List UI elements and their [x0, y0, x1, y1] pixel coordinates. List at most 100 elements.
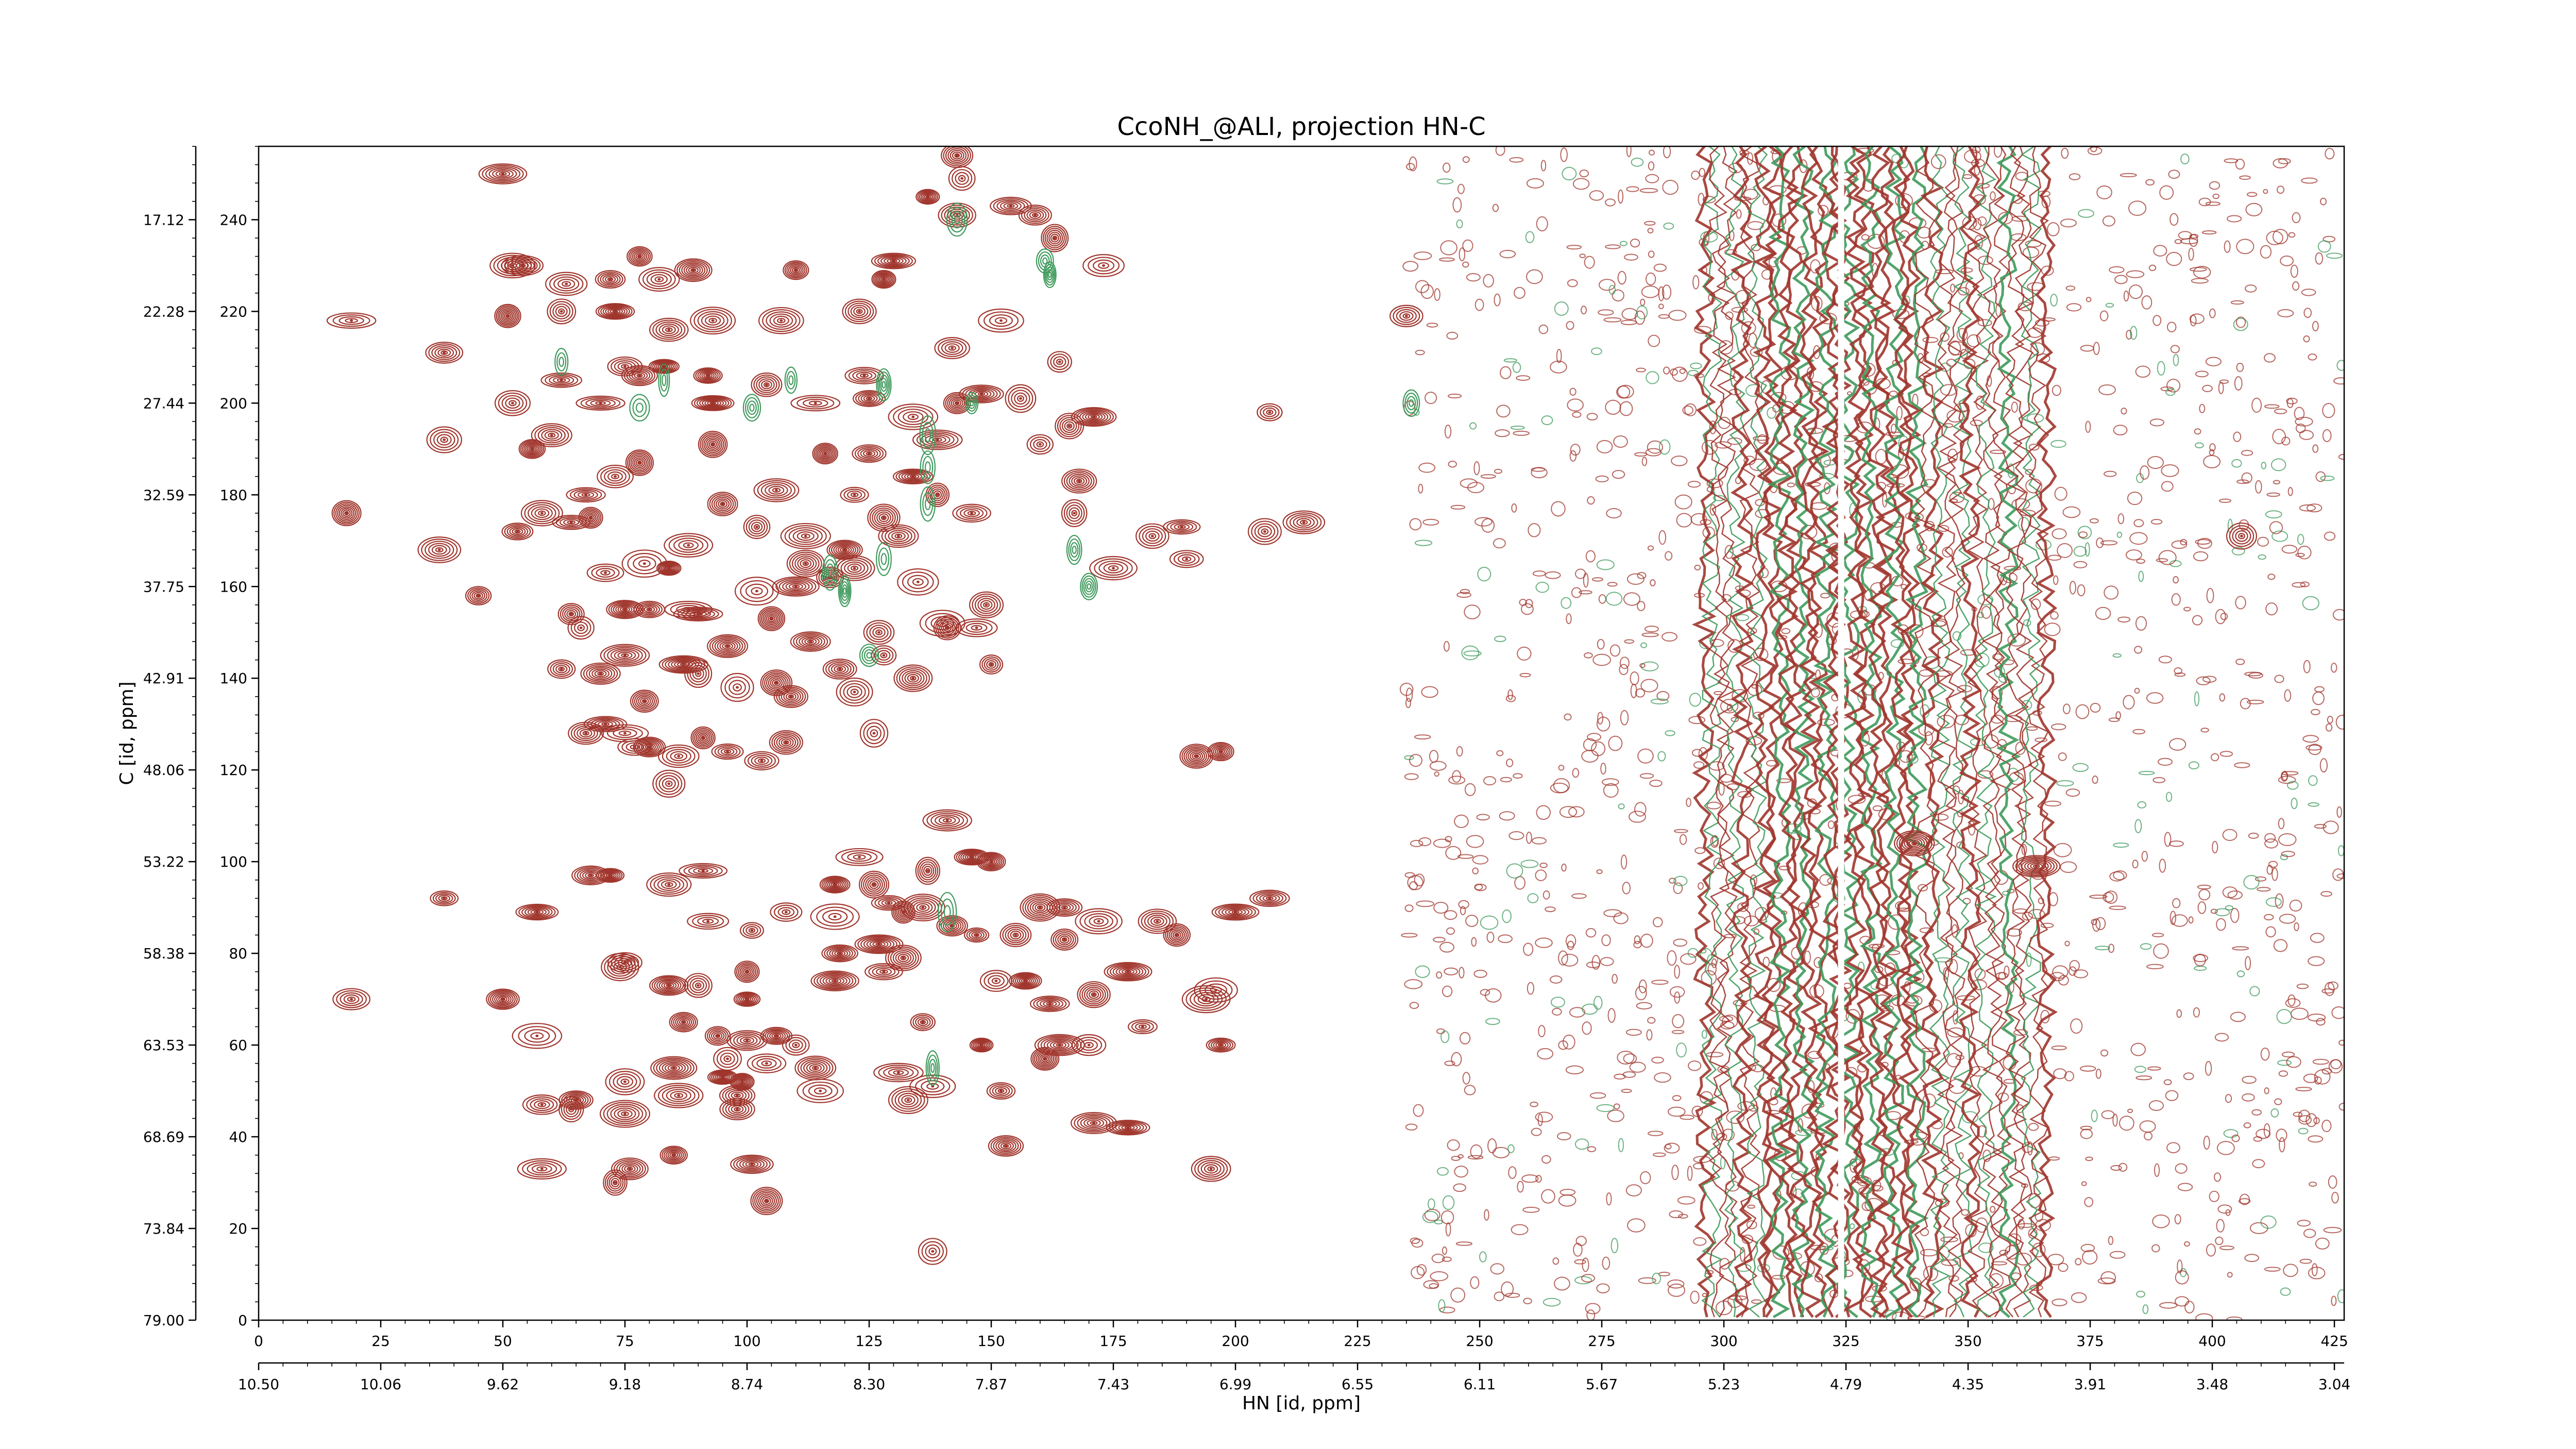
- water-line-gap: [1838, 146, 1844, 1320]
- water-strand: [1897, 146, 1923, 1318]
- noise-contour: [2258, 554, 2266, 560]
- noise-contour: [1628, 811, 1646, 823]
- noise-contour: [1541, 1189, 1555, 1204]
- x-index-tick-label: 250: [1466, 1333, 1493, 1350]
- noise-contour: [2336, 806, 2342, 818]
- noise-contour: [2053, 843, 2072, 857]
- noise-contour: [1630, 239, 1640, 248]
- noise-contour: [1558, 950, 1568, 966]
- noise-contour: [1498, 934, 1513, 943]
- noise-contour: [1667, 950, 1677, 966]
- noise-contour: [2278, 1070, 2289, 1077]
- noise-contour: [2217, 1204, 2232, 1214]
- noise-contour: [2157, 757, 2173, 766]
- noise-contour: [2251, 397, 2262, 413]
- noise-contour: [2295, 1087, 2312, 1091]
- peak-contour: [502, 311, 513, 321]
- noise-contour: [2252, 1159, 2265, 1169]
- x-ppm-tick-label: 7.43: [1097, 1376, 1129, 1393]
- peak-contour: [558, 666, 565, 672]
- noise-contour: [2092, 918, 2101, 932]
- peak-center: [774, 681, 778, 684]
- noise-contour: [1810, 687, 1820, 698]
- x-ppm-tick-label: 6.99: [1219, 1376, 1251, 1393]
- noise-contour: [2331, 1191, 2339, 1204]
- peak: [512, 1023, 563, 1049]
- noise-contour: [2215, 1236, 2224, 1245]
- noise-contour: [1585, 550, 1596, 563]
- noise-contour: [1460, 478, 1478, 488]
- peak-center: [789, 695, 793, 698]
- noise-contour: [1623, 592, 1640, 606]
- water-strand: [1747, 146, 1768, 1318]
- peak-center: [657, 278, 661, 281]
- peak-contour: [566, 487, 606, 503]
- peak: [871, 252, 917, 269]
- noise-contour: [2017, 1223, 2035, 1228]
- peak-center: [999, 1089, 1003, 1092]
- noise-contour: [2322, 402, 2335, 418]
- noise-contour: [2129, 532, 2148, 545]
- noise-contour: [2148, 1100, 2164, 1111]
- noise-contour: [1519, 672, 1531, 678]
- noise-contour: [1505, 1292, 1520, 1298]
- noise-contour: [1581, 749, 1599, 763]
- noise-contour: [2021, 844, 2027, 855]
- noise-contour: [2289, 899, 2302, 912]
- noise-contour: [1612, 974, 1618, 984]
- noise-contour: [2300, 581, 2310, 587]
- noise-contour: [1543, 890, 1550, 900]
- noise-contour: [1924, 731, 1933, 746]
- noise-contour: [2013, 1029, 2028, 1036]
- noise-contour: [1646, 1029, 1653, 1041]
- peak-center: [1404, 314, 1408, 317]
- peak-center: [667, 782, 671, 785]
- noise-contour: [1571, 893, 1587, 899]
- noise-contour: [1701, 1030, 1707, 1039]
- noise-contour: [2293, 1111, 2303, 1117]
- peak-contour: [586, 665, 615, 682]
- peak-contour: [531, 1164, 552, 1174]
- peak-contour: [434, 347, 454, 359]
- noise-contour: [2174, 672, 2186, 677]
- peak: [1055, 413, 1084, 440]
- peak-center: [697, 613, 700, 616]
- peak-contour: [570, 723, 601, 743]
- peak-contour: [501, 523, 534, 541]
- y-ppm-tick-label: 37.75: [143, 578, 184, 595]
- noise-contour: [1516, 375, 1531, 381]
- noise-contour: [1535, 1175, 1542, 1183]
- noise-contour: [1476, 814, 1490, 821]
- peak-contour: [570, 1097, 582, 1103]
- noise-contour: [1698, 882, 1704, 890]
- noise-contour: [1429, 1283, 1439, 1289]
- noise-contour: [1707, 963, 1717, 976]
- x-ppm-tick-label: 5.67: [1586, 1376, 1618, 1393]
- noise-contour: [1501, 1281, 1514, 1297]
- noise-contour: [2314, 686, 2325, 693]
- peak-center: [604, 571, 607, 575]
- noise-contour: [1434, 288, 1440, 301]
- noise-contour: [1472, 855, 1488, 865]
- peak-center: [1268, 897, 1272, 900]
- peak: [547, 298, 577, 325]
- noise-contour: [1571, 587, 1582, 598]
- peak: [1041, 224, 1069, 252]
- peak-center: [1175, 934, 1179, 937]
- noise-contour: [2205, 1060, 2212, 1076]
- noise-contour: [2170, 911, 2176, 925]
- noise-contour: [1520, 860, 1539, 868]
- noise-contour: [1640, 1171, 1651, 1185]
- noise-contour: [2126, 330, 2132, 340]
- noise-contour: [1585, 928, 1597, 938]
- noise-contour: [2091, 1109, 2098, 1122]
- noise-contour: [2087, 146, 2103, 156]
- noise-contour: [2213, 1172, 2222, 1182]
- noise-contour: [1654, 1072, 1671, 1083]
- noise-contour: [1572, 768, 1580, 778]
- noise-contour: [1963, 359, 1976, 369]
- noise-contour: [2090, 702, 2101, 713]
- noise-contour: [2303, 308, 2312, 318]
- noise-contour: [1994, 665, 2005, 678]
- noise-contour: [2194, 442, 2204, 449]
